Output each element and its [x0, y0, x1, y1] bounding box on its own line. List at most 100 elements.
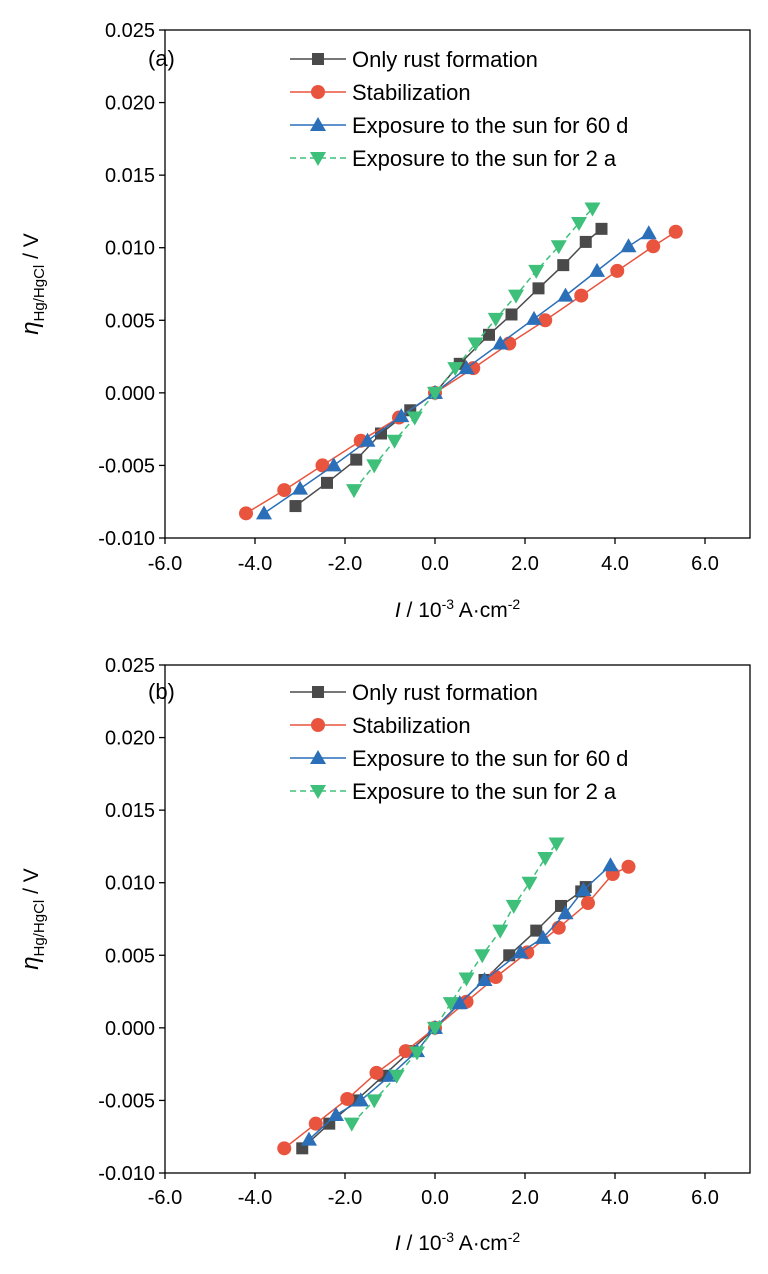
data-point: [548, 837, 565, 852]
y-tick-label: 0.010: [105, 238, 155, 260]
data-point: [328, 1106, 344, 1121]
panel-label: (b): [148, 679, 175, 704]
y-tick-label: 0.015: [105, 165, 155, 187]
data-point: [526, 310, 542, 325]
data-point: [369, 1065, 384, 1080]
x-axis-label: I / 10-3 A·cm-2: [395, 596, 521, 622]
x-tick-label: -2.0: [328, 553, 362, 575]
legend-label: Exposure to the sun for 60 d: [352, 113, 628, 138]
y-tick-label: -0.010: [98, 528, 155, 550]
x-tick-label: 4.0: [601, 553, 629, 575]
x-tick-label: -2.0: [328, 1187, 362, 1209]
data-point: [366, 1094, 383, 1109]
y-tick-label: 0.015: [105, 800, 155, 822]
data-point: [386, 434, 403, 449]
data-point: [505, 308, 518, 321]
x-tick-label: -6.0: [148, 553, 182, 575]
data-point: [256, 505, 272, 520]
legend-marker: [311, 85, 325, 99]
chart-panel-2: -6.0 -4.0 -2.0 0.0 2.0 4.0 6.0 -0.010 -0.005 0.00…: [17, 655, 751, 1255]
data-point: [301, 1131, 317, 1146]
data-point: [575, 881, 592, 896]
data-point: [595, 222, 608, 235]
legend-marker: [312, 686, 324, 698]
data-point: [646, 239, 661, 254]
data-point: [535, 929, 551, 944]
legend-marker: [311, 718, 325, 732]
x-tick-label: -4.0: [238, 1187, 272, 1209]
data-point: [492, 335, 509, 350]
data-point: [557, 259, 570, 272]
y-tick-label: 0.000: [105, 383, 155, 405]
data-point: [589, 262, 605, 277]
data-point: [621, 859, 636, 874]
data-point: [610, 263, 625, 278]
y-tick-label: 0.005: [105, 310, 155, 332]
data-point: [308, 1116, 323, 1131]
series-4: [343, 837, 565, 1132]
data-point: [537, 852, 554, 867]
data-point: [620, 238, 637, 253]
data-point: [393, 408, 410, 423]
legend: Only rust formation Stabilization Exposure…: [290, 47, 628, 171]
data-point: [325, 457, 342, 472]
data-point: [343, 1117, 360, 1132]
data-point: [277, 1141, 292, 1156]
y-tick-label: 0.005: [105, 945, 155, 967]
series-1: [296, 881, 592, 1155]
data-point: [503, 949, 516, 962]
data-point: [427, 1021, 443, 1036]
series-line: [353, 207, 594, 491]
chart-panel-1: -6.0 -4.0 -2.0 0.0 2.0 4.0 6.0 -0.010 -0.005 0.00…: [17, 20, 751, 622]
data-point: [483, 328, 495, 341]
data-point: [487, 312, 504, 327]
x-tick-label: 6.0: [691, 553, 719, 575]
data-point: [350, 453, 363, 466]
y-tick-label: 0.025: [105, 20, 155, 42]
legend-label: Exposure to the sun for 2 a: [352, 146, 617, 171]
series-3: [256, 225, 657, 520]
data-point: [458, 972, 475, 987]
data-point: [538, 313, 553, 328]
plot-frame: [164, 664, 751, 1174]
panel-label: (a): [148, 46, 175, 71]
series-4: [346, 202, 601, 499]
legend: Only rust formation Stabilization Exposure…: [290, 680, 628, 804]
data-point: [315, 458, 330, 473]
y-tick-label: 0.000: [105, 1018, 155, 1040]
legend-label: Only rust formation: [352, 680, 538, 705]
data-point: [584, 202, 601, 217]
data-point: [512, 944, 529, 959]
data-point: [359, 432, 376, 447]
data-point: [366, 459, 383, 474]
legend-marker: [310, 152, 326, 166]
legend-label: Only rust formation: [352, 47, 538, 72]
data-point: [467, 337, 484, 352]
x-tick-label: 2.0: [511, 553, 539, 575]
legend-marker: [310, 117, 326, 131]
y-tick-label: -0.010: [98, 1163, 155, 1185]
legend-label: Exposure to the sun for 2 a: [352, 779, 617, 804]
legend-label: Exposure to the sun for 60 d: [352, 746, 628, 771]
data-point: [476, 971, 493, 986]
data-point: [574, 288, 589, 303]
data-point: [557, 287, 574, 302]
x-tick-label: 4.0: [601, 1187, 629, 1209]
data-point: [668, 224, 683, 239]
series-line: [295, 228, 602, 507]
legend-marker: [310, 785, 326, 799]
data-point: [521, 876, 538, 891]
x-axis-label: I / 10-3 A·cm-2: [395, 1229, 521, 1255]
data-point: [289, 500, 302, 513]
legend-label: Stabilization: [352, 80, 471, 105]
legend-marker: [312, 53, 324, 65]
data-point: [505, 899, 522, 914]
x-tick-label: -6.0: [148, 1187, 182, 1209]
y-tick-label: -0.005: [98, 1090, 155, 1112]
data-point: [508, 289, 524, 304]
data-point: [571, 217, 587, 232]
data-point: [550, 240, 567, 255]
y-tick-label: 0.010: [105, 873, 155, 895]
data-point: [492, 924, 509, 939]
